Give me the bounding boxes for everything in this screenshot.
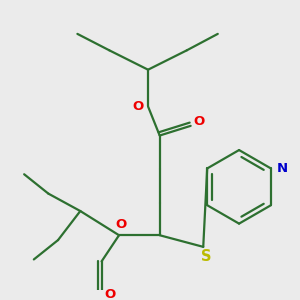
Text: O: O [133, 100, 144, 113]
Text: O: O [115, 218, 127, 231]
Text: O: O [194, 116, 205, 128]
Text: O: O [105, 288, 116, 300]
Text: N: N [277, 162, 288, 175]
Text: S: S [201, 249, 211, 264]
